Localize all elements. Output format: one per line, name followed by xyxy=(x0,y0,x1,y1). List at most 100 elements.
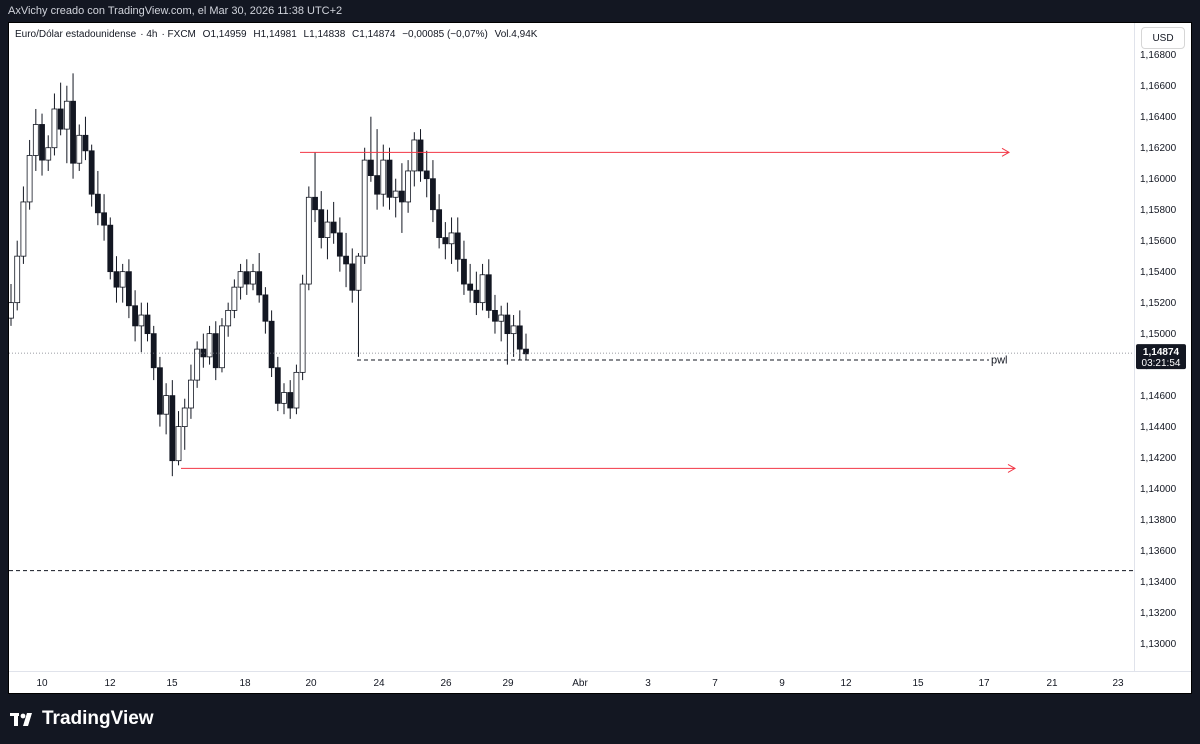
y-tick-label: 1,15000 xyxy=(1140,329,1177,340)
y-tick-label: 1,15200 xyxy=(1140,298,1177,309)
candle-up xyxy=(45,147,52,161)
candle-down xyxy=(467,283,474,291)
candle-down xyxy=(492,309,498,322)
candle-down xyxy=(504,314,511,335)
candle-up xyxy=(361,159,368,257)
candle-down xyxy=(243,271,250,285)
candle-up xyxy=(175,426,182,462)
tradingview-brand[interactable]: TradingView xyxy=(10,708,154,730)
candle-down xyxy=(212,333,219,369)
candle-down xyxy=(442,237,449,245)
legend-timeframe: 4h xyxy=(146,29,158,40)
symbol-legend: Euro/Dólar estadounidense · 4h · FXCM O1,1… xyxy=(15,29,538,40)
y-tick-label: 1,16800 xyxy=(1140,50,1177,61)
candle-up xyxy=(163,395,170,415)
candle-down xyxy=(169,395,176,462)
x-tick-label: 7 xyxy=(712,678,718,689)
candle-down xyxy=(349,263,356,291)
candle-down xyxy=(374,175,380,195)
candle-down xyxy=(39,124,45,161)
candle-down xyxy=(312,196,318,211)
candle-up xyxy=(138,314,145,327)
candle-down xyxy=(262,294,269,322)
x-tick-label: 15 xyxy=(166,678,178,689)
candle-down xyxy=(473,289,480,304)
candle-up xyxy=(392,190,399,198)
candle-down xyxy=(200,348,207,358)
candle-up xyxy=(299,283,306,373)
y-tick-label: 1,13400 xyxy=(1140,577,1177,588)
candle-up xyxy=(194,348,201,381)
candle-up xyxy=(63,100,70,130)
candle-up xyxy=(479,274,486,304)
candle-up xyxy=(498,314,505,322)
x-tick-label: 21 xyxy=(1046,678,1058,689)
candle-up xyxy=(510,325,517,335)
candle-up xyxy=(26,155,33,203)
y-tick-label: 1,13600 xyxy=(1140,546,1177,557)
candle-down xyxy=(336,232,343,257)
candle-up xyxy=(181,407,188,427)
candle-down xyxy=(113,271,120,288)
candle-down xyxy=(436,209,443,238)
y-tick-label: 1,15400 xyxy=(1140,267,1177,278)
candle-up xyxy=(76,134,83,164)
y-tick-label: 1,16600 xyxy=(1140,81,1177,92)
legend-close: C1,14874 xyxy=(352,29,396,40)
legend-open: O1,14959 xyxy=(202,29,247,40)
candle-down xyxy=(82,134,89,152)
candlestick-chart[interactable]: 1,13000 1,13200 1,13400 1,13600 1,13800 1,140… xyxy=(9,23,1191,693)
candle-up xyxy=(293,371,300,409)
y-tick-label: 1,16000 xyxy=(1140,174,1177,185)
y-tick-label: 1,14000 xyxy=(1140,484,1177,495)
candle-down xyxy=(88,150,95,195)
legend-change: −0,00085 (−0,07%) xyxy=(402,29,488,40)
x-tick-label: 29 xyxy=(502,678,514,689)
x-tick-label: 20 xyxy=(305,678,317,689)
x-tick-label: 9 xyxy=(779,678,785,689)
candle-down xyxy=(485,274,492,311)
y-tick-label: 1,13800 xyxy=(1140,515,1177,526)
candle-down xyxy=(107,224,114,273)
candle-up xyxy=(219,325,225,369)
candle-down xyxy=(367,159,374,176)
candle-down xyxy=(144,314,151,335)
x-tick-label: 23 xyxy=(1112,678,1124,689)
y-tick-label: 1,15800 xyxy=(1140,205,1177,216)
candle-down xyxy=(430,178,436,211)
candle-down xyxy=(268,320,275,369)
x-tick-label: 24 xyxy=(373,678,385,689)
candle-up xyxy=(405,170,412,203)
candle-down xyxy=(125,271,132,307)
y-tick-label: 1,13200 xyxy=(1140,608,1177,619)
x-tick-label: 10 xyxy=(36,678,48,689)
candle-down xyxy=(423,170,430,180)
candle-down xyxy=(343,255,349,265)
candle-down xyxy=(150,333,157,369)
candle-up xyxy=(305,196,312,285)
legend-low: L1,14838 xyxy=(303,29,346,40)
x-tick-label: 18 xyxy=(239,678,251,689)
candle-up xyxy=(51,108,58,149)
last-price-badge xyxy=(1136,344,1186,370)
pwl-label: pwl xyxy=(991,354,1008,366)
y-tick-label: 1,15600 xyxy=(1140,236,1177,247)
candle-down xyxy=(399,190,405,203)
y-tick-label: 1,13000 xyxy=(1140,639,1177,650)
candle-up xyxy=(324,221,331,238)
y-tick-label: 1,16400 xyxy=(1140,112,1177,123)
candle-up xyxy=(355,255,362,291)
last-price-value: 1,14874 xyxy=(1143,347,1180,358)
y-tick-label: 1,14600 xyxy=(1140,391,1177,402)
chart-area[interactable]: 1,13000 1,13200 1,13400 1,13600 1,13800 1,140… xyxy=(8,22,1192,694)
candle-down xyxy=(157,367,163,415)
candle-up xyxy=(20,201,27,257)
header-bar: AxVichy creado con TradingView.com, el M… xyxy=(0,0,1200,22)
candle-down xyxy=(57,108,64,130)
candle-down xyxy=(454,232,461,260)
currency-button[interactable]: USD xyxy=(1141,27,1185,49)
candle-up xyxy=(281,392,287,404)
candle-down xyxy=(417,139,424,172)
candle-down xyxy=(516,325,523,350)
candle-down xyxy=(461,258,467,285)
